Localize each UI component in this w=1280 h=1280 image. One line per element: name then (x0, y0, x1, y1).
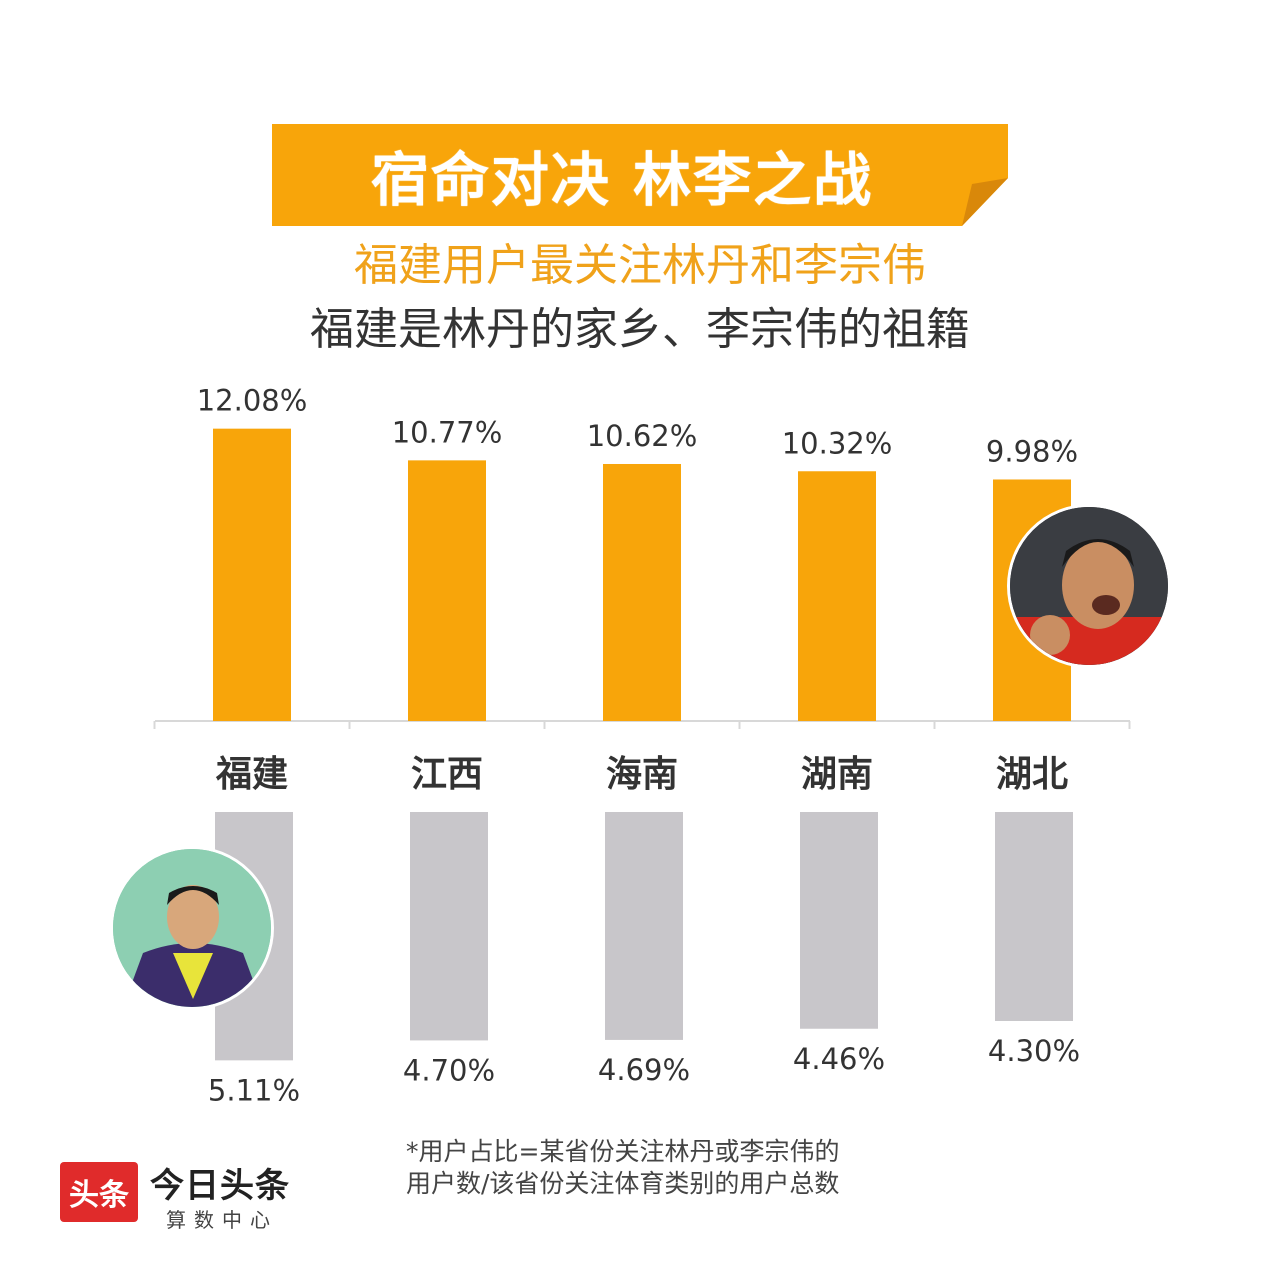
category-label: 海南 (606, 754, 678, 795)
category-label: 福建 (215, 754, 288, 795)
orange-bar (408, 460, 486, 721)
logo-badge-text: 头条 (69, 1178, 129, 1213)
gray-bar (410, 812, 488, 1041)
orange-bar (798, 471, 876, 721)
banner-shape (272, 124, 1008, 226)
orange-bar-value-label: 10.32% (782, 426, 893, 460)
subtitle-orange: 福建用户最关注林丹和李宗伟 (354, 240, 926, 291)
footnote-line-2: 用户数/该省份关注体育类别的用户总数 (406, 1169, 840, 1198)
logo-subtitle: 算数中心 (166, 1208, 278, 1232)
gray-bar (800, 812, 878, 1029)
gray-bar-value-label: 4.46% (793, 1042, 885, 1076)
category-label: 湖南 (801, 754, 873, 795)
orange-bar-value-label: 10.77% (392, 415, 503, 449)
gray-bar (995, 812, 1073, 1021)
category-label: 江西 (411, 754, 483, 795)
lin-dan-avatar-icon (1007, 504, 1171, 668)
gray-bar-value-label: 5.11% (208, 1073, 300, 1107)
orange-bar (213, 428, 291, 721)
title-banner: 宿命对决 林李之战 (272, 124, 1008, 226)
orange-bar (603, 463, 681, 721)
footnote-line-1: *用户占比=某省份关注林丹或李宗伟的 (406, 1137, 840, 1166)
gray-bar-value-label: 4.69% (598, 1053, 690, 1087)
category-label: 湖北 (996, 754, 1068, 795)
footnote: *用户占比=某省份关注林丹或李宗伟的 用户数/该省份关注体育类别的用户总数 (406, 1136, 966, 1200)
orange-bar-value-label: 9.98% (986, 434, 1078, 468)
subtitle-dark: 福建是林丹的家乡、李宗伟的祖籍 (310, 304, 970, 355)
gray-bar-value-label: 4.70% (403, 1053, 495, 1087)
toutiao-logo-icon: 头条 (60, 1162, 138, 1222)
chart-title: 宿命对决 林李之战 (370, 146, 874, 214)
orange-bar-value-label: 12.08% (197, 384, 308, 418)
logo-name: 今日头条 (150, 1166, 290, 1206)
orange-bar-value-label: 10.62% (587, 419, 698, 453)
gray-bar (605, 812, 683, 1040)
lee-chong-wei-avatar-icon (110, 846, 274, 1010)
gray-bar-value-label: 4.30% (988, 1034, 1080, 1068)
